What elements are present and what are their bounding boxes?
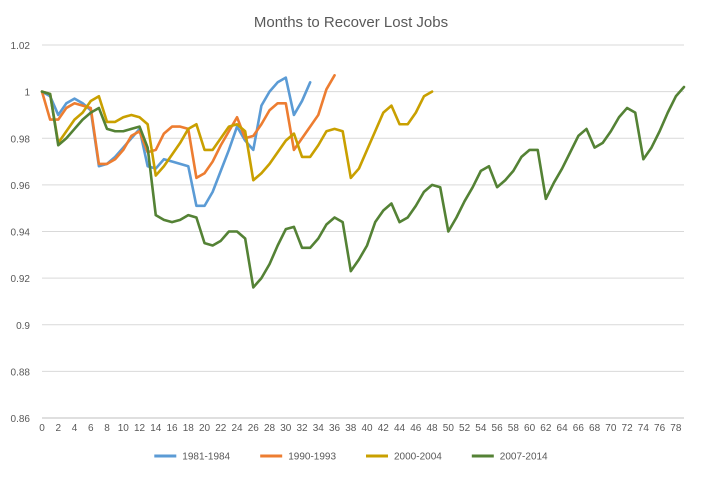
x-tick-label: 16 [166, 423, 178, 434]
x-tick-label: 46 [410, 423, 422, 434]
series-line-1981-1984 [40, 76, 312, 208]
legend-label: 1981-1984 [182, 452, 230, 463]
legend-label: 1990-1993 [288, 452, 336, 463]
y-tick-label: 0.9 [16, 321, 30, 332]
x-tick-label: 8 [104, 423, 110, 434]
legend-item: 2007-2014 [471, 452, 548, 463]
series-line-2000-2004 [40, 90, 434, 182]
x-tick-label: 60 [524, 423, 536, 434]
legend-label: 2007-2014 [500, 452, 548, 463]
x-tick-label: 78 [670, 423, 682, 434]
x-tick-label: 66 [573, 423, 585, 434]
x-tick-label: 38 [345, 423, 357, 434]
legend: 1981-1984 1990-1993 2000-2004 2007-2014 [154, 452, 548, 463]
x-tick-label: 62 [540, 423, 552, 434]
x-tick-label: 76 [654, 423, 666, 434]
x-tick-label: 12 [134, 423, 146, 434]
x-tick-label: 50 [443, 423, 455, 434]
series-line-1990-1993 [40, 74, 336, 180]
x-tick-label: 4 [72, 423, 78, 434]
x-tick-label: 68 [589, 423, 601, 434]
chart-title: Months to Recover Lost Jobs [254, 14, 448, 31]
x-tick-label: 40 [362, 423, 374, 434]
x-tick-label: 42 [378, 423, 390, 434]
x-tick-label: 2 [55, 423, 61, 434]
x-tick-label: 52 [459, 423, 471, 434]
x-tick-label: 70 [605, 423, 617, 434]
x-tick-label: 10 [118, 423, 130, 434]
y-tick-label: 0.98 [11, 134, 31, 145]
x-tick-label: 14 [150, 423, 162, 434]
x-tick-label: 18 [183, 423, 195, 434]
x-tick-label: 72 [622, 423, 634, 434]
x-tick-label: 56 [492, 423, 504, 434]
x-tick-label: 44 [394, 423, 406, 434]
legend-item: 2000-2004 [366, 452, 442, 463]
y-axis-tick-labels: 0.86 0.88 0.9 0.92 0.94 0.96 0.98 1 1.02 [11, 41, 31, 425]
x-tick-label: 30 [280, 423, 292, 434]
legend-item: 1981-1984 [154, 452, 231, 463]
series-lines [40, 74, 686, 289]
x-tick-label: 26 [248, 423, 260, 434]
x-tick-label: 20 [199, 423, 211, 434]
x-tick-label: 32 [296, 423, 308, 434]
legend-label: 2000-2004 [394, 452, 442, 463]
x-tick-label: 6 [88, 423, 94, 434]
x-tick-label: 64 [557, 423, 569, 434]
x-axis-tick-labels: 0 2 4 6 8 10 12 14 16 18 20 22 24 26 28 30 32 34 36 38 40 42 4… [39, 423, 682, 434]
x-tick-label: 74 [638, 423, 650, 434]
x-tick-label: 24 [231, 423, 243, 434]
y-tick-label: 1.02 [11, 41, 31, 52]
x-tick-label: 34 [313, 423, 325, 434]
gridlines [42, 44, 684, 419]
series-line-2007-2014 [40, 85, 686, 289]
y-tick-label: 1 [24, 88, 30, 99]
x-tick-label: 54 [475, 423, 487, 434]
x-tick-label: 22 [215, 423, 227, 434]
x-tick-label: 48 [427, 423, 439, 434]
y-tick-label: 0.92 [11, 274, 31, 285]
x-tick-label: 0 [39, 423, 45, 434]
y-tick-label: 0.96 [11, 181, 31, 192]
x-tick-label: 36 [329, 423, 341, 434]
x-tick-label: 58 [508, 423, 520, 434]
y-tick-label: 0.86 [11, 414, 31, 425]
legend-item: 1990-1993 [260, 452, 336, 463]
x-tick-label: 28 [264, 423, 276, 434]
y-tick-label: 0.88 [11, 367, 31, 378]
y-tick-label: 0.94 [11, 228, 31, 239]
